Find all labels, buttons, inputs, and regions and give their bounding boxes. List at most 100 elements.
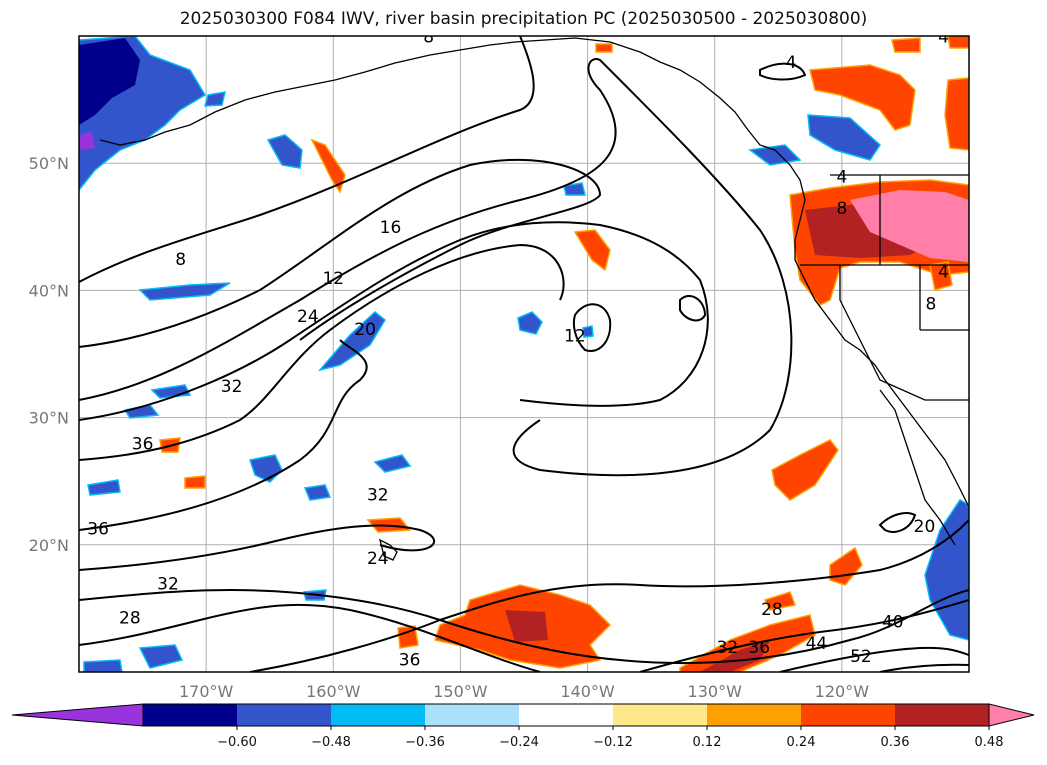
contour-label: 40 [882,612,904,632]
coastlines [99,37,969,561]
contour-56 [879,663,969,672]
lon-tick-label: 140°W [560,682,615,701]
colorbar-extend-low [11,703,144,727]
contour-label: 44 [806,634,828,654]
latitude-ticks: 20°N 30°N 40°N 50°N [29,154,69,555]
pos-fill-se-large [679,614,816,672]
chart-title: 2025030300 F084 IWV, river basin precipi… [179,9,868,29]
colorbar-segment [801,704,896,726]
coastline-aleutians [99,37,611,146]
contour-label: 20 [354,320,376,340]
longitude-ticks: 170°W 160°W 150°W 140°W 130°W 120°W [179,682,869,701]
coastline-alaska [609,41,776,151]
contour-label: 36 [748,638,770,658]
pos-fill-ne-4 [947,36,969,49]
pos-fill-se-core [700,640,770,672]
neg-fill-4 [317,311,386,372]
neg-fill-7 [563,182,586,196]
pos-fill-ne-3 [891,37,921,53]
iwv-contours [79,36,969,672]
contour-label: 32 [367,485,389,505]
colorbar-segment [613,704,708,726]
neg-fill-8 [150,384,192,399]
lon-tick-label: 120°W [815,682,870,701]
contour-28 [79,339,368,531]
contour-label: 32 [221,377,243,397]
lat-tick-label: 20°N [29,536,69,555]
contour-label: 52 [850,647,872,667]
colorbar: −0.60 −0.48 −0.36 −0.24 −0.12 0.12 0.24 0.36 0.4… [11,703,1035,750]
contour-loop-1 [679,295,707,322]
neg-fill-16 [83,659,123,672]
coastline-baja [879,389,956,546]
neg-fill-mexico [924,499,969,641]
contour-label: 16 [380,218,402,238]
colorbar-tick-label: −0.24 [499,735,539,750]
colorbar-segment [237,704,332,726]
colorbar-tick-label: 0.24 [787,735,816,750]
pos-fill-ne-1 [809,64,916,131]
contour-label: 4 [938,27,949,47]
contour-label: 12 [322,269,344,289]
pos-fill-10 [929,261,953,291]
contour-32 [79,524,435,571]
neg-fill-10 [249,454,283,483]
neg-fill-1 [266,134,303,169]
colorbar-segment [895,704,990,726]
neg-fill-3 [138,282,231,301]
contour-16 [79,58,793,477]
contour-label: 20 [914,517,936,537]
contour-12 [79,158,602,348]
colorbar-frame [142,703,990,727]
neg-fill-pnw [807,114,881,161]
contour-label: 28 [119,609,141,629]
pos-fill-8 [829,546,863,586]
lon-tick-label: 160°W [306,682,361,701]
contour-label: 36 [87,520,109,540]
coastline-hawaii [379,538,398,561]
contour-label: 4 [786,53,797,73]
contour-40 [249,519,969,672]
neg-fill-12 [373,454,412,473]
colorbar-tick-label: −0.12 [593,735,633,750]
colorbar-segment [331,704,426,726]
lat-tick-label: 50°N [29,154,69,173]
neg-fill-11 [303,484,332,501]
neg-fill-14 [138,644,184,669]
contour-8 [79,36,535,283]
lon-tick-label: 170°W [179,682,234,701]
pos-fill-2 [573,229,611,272]
colorbar-tick-label: 0.12 [693,735,722,750]
contour-label: 8 [836,199,847,219]
contour-label: 32 [157,574,179,594]
lat-tick-label: 40°N [29,281,69,300]
contour-label: 32 [717,638,739,658]
colorbar-tick-label: −0.48 [311,735,351,750]
contour-label: 8 [925,294,936,314]
contour-44 [79,603,541,672]
colorbar-tick-label: 0.48 [975,735,1004,750]
contour-label: 4 [836,167,847,187]
neg-fill-nw-core [79,38,140,125]
colorbar-segment [425,704,520,726]
colorbar-segment [519,704,614,726]
pos-fill-ne-5 [595,43,613,53]
contour-label: 24 [297,307,319,327]
contour-loop-3 [878,512,917,533]
colorbar-segment [143,704,238,726]
pos-fill-9 [763,591,797,611]
pos-fill-ne-2 [944,77,969,151]
colorbar-tick-label: 0.36 [881,735,910,750]
map-frame [78,35,970,673]
neg-fill-13 [87,479,121,496]
contour-20 [79,221,709,421]
lon-tick-label: 130°W [688,682,743,701]
colorbar-tick-label: −0.36 [405,735,445,750]
pos-fill-4 [184,475,206,489]
contour-24 [79,243,565,461]
contour-loop-2 [572,303,612,352]
contour-label: 4 [938,263,949,283]
contour-36 [79,588,969,665]
